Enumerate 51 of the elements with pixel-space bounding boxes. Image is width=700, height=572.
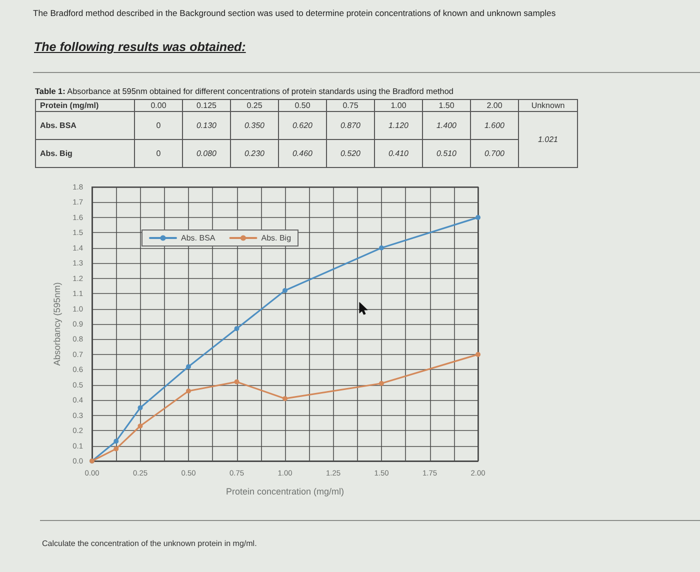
- text: 0.50: [278, 100, 326, 112]
- text: 0.460: [278, 140, 326, 168]
- legend-label: Abs. BSA: [181, 234, 216, 242]
- text: 1.00: [374, 100, 422, 112]
- point: [234, 379, 240, 384]
- text: 1.600: [470, 112, 518, 140]
- point: [282, 396, 288, 402]
- text: Calculate the concentration of the unknown protein in mg/ml.: [42, 539, 257, 548]
- text: 0.080: [182, 140, 230, 168]
- text: 0.130: [182, 112, 230, 140]
- point: [379, 380, 384, 386]
- text: 0.700: [470, 140, 518, 168]
- point: [476, 214, 480, 220]
- text: 0.230: [230, 140, 278, 168]
- text: The following results was obtained:: [34, 40, 246, 54]
- text: 0.00: [134, 100, 182, 112]
- text: Abs. BSA: [36, 112, 134, 140]
- point: [138, 423, 143, 428]
- x-axis-title: Protein concentration (mg/ml): [226, 486, 344, 496]
- y-axis-title: Absorbancy (595nm): [52, 282, 62, 366]
- text: 0.350: [230, 112, 278, 140]
- text: 1.021: [518, 112, 578, 168]
- point: [476, 352, 480, 357]
- text: 0.870: [326, 112, 374, 140]
- point: [186, 364, 191, 370]
- caption: Table 1: Absorbance at 595nm obtained for different concentrations of protein standards using the Bradford method: [35, 87, 454, 96]
- point: [234, 326, 240, 332]
- point: [114, 446, 119, 452]
- point: [282, 288, 288, 294]
- point: [138, 405, 143, 410]
- text: 0.125: [182, 100, 230, 112]
- point: [379, 245, 384, 250]
- text: The Bradford method described in the Background section was used to determine protein concentrations of known and unknown samples: [33, 8, 556, 18]
- text: 1.50: [422, 100, 470, 112]
- point: [114, 438, 119, 444]
- text: 0.75: [326, 100, 374, 112]
- text: 0.520: [326, 140, 374, 168]
- text: 0.510: [422, 140, 470, 168]
- text: 0.620: [278, 112, 326, 140]
- legend-label: Abs. Big: [261, 234, 292, 242]
- text: 0.25: [230, 100, 278, 112]
- text: 1.400: [422, 112, 470, 140]
- text: 0: [134, 140, 182, 168]
- text: Abs. Big: [36, 140, 134, 168]
- text: 0: [134, 112, 182, 140]
- point: [186, 388, 191, 394]
- text: 0.410: [374, 140, 422, 168]
- text: 1.120: [374, 112, 422, 140]
- text: Protein (mg/ml): [36, 100, 134, 112]
- text: Unknown: [518, 100, 578, 112]
- text: 2.00: [470, 100, 518, 112]
